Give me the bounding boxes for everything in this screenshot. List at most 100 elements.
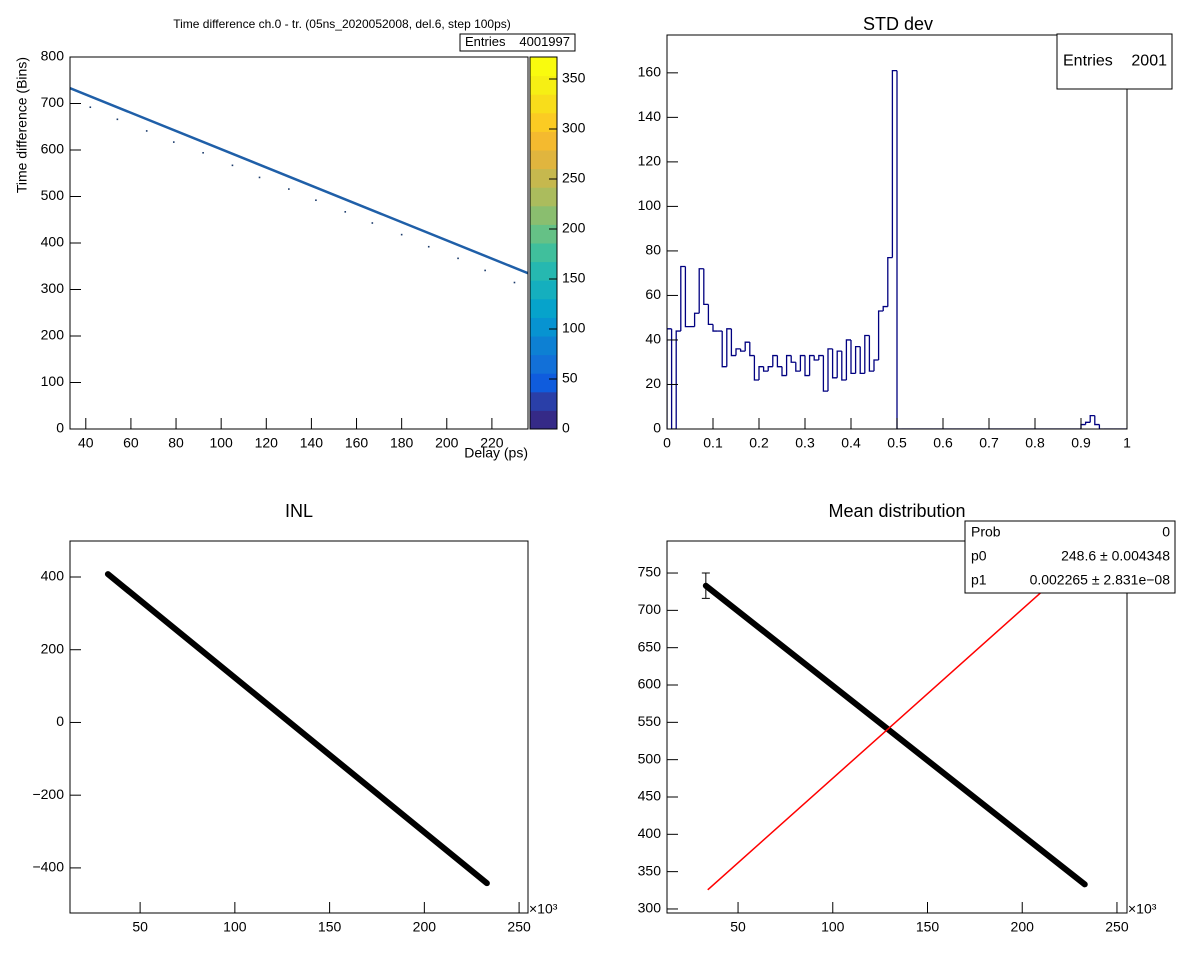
y-tick-label: 0 (653, 420, 661, 436)
z-tick-label: 200 (562, 220, 586, 236)
bin (877, 310, 884, 360)
stats-value: 0.002265 ± 2.831e−08 (1030, 572, 1171, 588)
palette-block (530, 187, 557, 207)
bin (868, 335, 874, 372)
error-bar (701, 572, 710, 599)
x-tick-label: 200 (435, 435, 459, 451)
palette-block (530, 410, 557, 430)
x-axis-label: Delay (ps) (464, 445, 528, 461)
plot-area (701, 552, 1088, 891)
bin (670, 328, 677, 429)
x-tick-label: 150 (916, 919, 940, 935)
palette-block (530, 224, 557, 244)
palette-block (530, 391, 557, 411)
bin (667, 328, 672, 429)
y-tick-label: 400 (41, 234, 65, 250)
x-tick-label: 160 (345, 435, 369, 451)
y-tick-label: 200 (41, 327, 65, 343)
stats-label: Prob (971, 524, 1001, 540)
x-tick-label: 0.7 (979, 435, 999, 451)
bin (1098, 424, 1104, 429)
point (371, 222, 374, 224)
stats-box (964, 520, 1176, 594)
palette-block (530, 243, 557, 263)
chart-title: Time difference ch.0 - tr. (05ns_2020052… (173, 17, 511, 31)
y-tick-label: −400 (32, 859, 64, 875)
stats-value: 2001 (1131, 53, 1167, 70)
point (484, 269, 486, 272)
series-line (702, 582, 1088, 888)
y-tick-label: 100 (41, 373, 65, 389)
plot-area (667, 69, 1127, 429)
frame (666, 540, 1128, 914)
point (258, 176, 261, 179)
frame (666, 34, 1128, 430)
frame (69, 540, 529, 914)
bin (698, 268, 704, 314)
bin (818, 354, 824, 360)
x-tick-label: 50 (730, 919, 746, 935)
x-multiplier: ×10³ (1128, 901, 1157, 917)
bin (891, 69, 897, 258)
palette-block (530, 112, 557, 132)
point (288, 188, 290, 190)
z-tick-label: 250 (562, 170, 586, 186)
bin (730, 328, 736, 357)
x-tick-label: 60 (123, 435, 139, 451)
point (400, 233, 403, 236)
bin (854, 345, 861, 374)
point (145, 130, 148, 132)
y-tick-label: 500 (41, 187, 65, 203)
bin (781, 366, 787, 377)
bin (744, 341, 750, 352)
x-tick-label: 200 (1011, 919, 1035, 935)
bin (776, 355, 782, 368)
palette-block (530, 373, 557, 393)
palette-block (530, 317, 557, 337)
y-tick-label: 700 (638, 601, 662, 617)
palette-block (530, 261, 557, 281)
point (89, 106, 92, 109)
y-tick-label: 800 (41, 48, 65, 64)
y-tick-label: 650 (638, 638, 662, 654)
palette-block (530, 336, 557, 356)
x-tick-label: 1 (1123, 435, 1131, 451)
y-tick-label: 200 (41, 640, 65, 656)
bin (790, 355, 796, 363)
x-tick-label: 0.2 (749, 435, 769, 451)
x-tick-label: 40 (78, 435, 94, 451)
x-tick-label: 0.5 (887, 435, 907, 451)
palette-block (530, 354, 557, 374)
bin (864, 334, 870, 374)
bin (831, 348, 838, 379)
bin (822, 355, 828, 392)
point (513, 281, 516, 284)
stats-label: p1 (971, 572, 987, 588)
x-tick-label: 0.3 (795, 435, 815, 451)
point (344, 211, 347, 213)
bin (762, 366, 769, 372)
bin (735, 348, 741, 356)
bin (827, 348, 833, 392)
bin (675, 330, 681, 429)
y-tick-label: 500 (638, 750, 662, 766)
x-tick-label: 180 (390, 435, 414, 451)
y-tick-label: 100 (638, 197, 662, 213)
bin (1089, 414, 1095, 423)
palette-frame (529, 56, 558, 430)
bin (845, 339, 851, 381)
x-tick-label: 140 (300, 435, 324, 451)
z-tick-label: 50 (562, 370, 578, 386)
x-tick-label: 100 (209, 435, 233, 451)
x-tick-label: 150 (318, 919, 342, 935)
x-tick-label: 100 (223, 919, 247, 935)
x-tick-label: 0.9 (1071, 435, 1091, 451)
palette-block (530, 298, 557, 318)
x-tick-label: 250 (1105, 919, 1129, 935)
x-tick-label: 0.8 (1025, 435, 1045, 451)
x-tick-label: 220 (480, 435, 504, 451)
y-tick-label: −200 (32, 786, 64, 802)
bin (739, 348, 746, 352)
bin (721, 331, 727, 368)
